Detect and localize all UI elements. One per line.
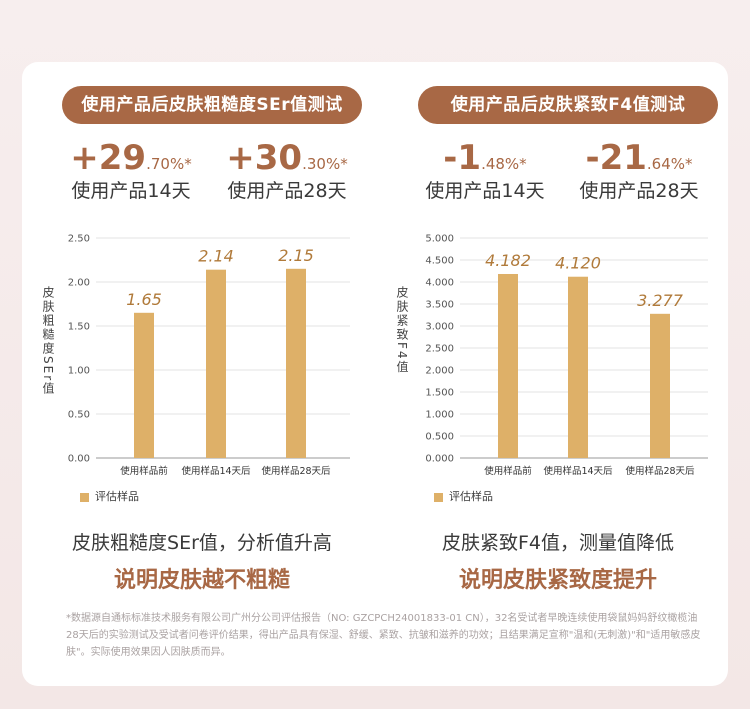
bar-value-label: 2.14: [198, 247, 234, 266]
x-tick-label: 使用样品前: [484, 465, 532, 477]
bar: [134, 312, 154, 458]
bar: [568, 276, 588, 458]
legend-swatch: [80, 492, 89, 502]
ser-title: 使用产品后皮肤粗糙度SEr值测试: [62, 86, 362, 124]
y-axis-label: 皮肤紧致F4值: [395, 286, 409, 375]
y-tick-label: 4.000: [425, 278, 454, 289]
stat-decimal: .48%*: [481, 155, 527, 173]
y-tick-label: 0.00: [68, 454, 90, 465]
x-tick-label: 使用样品28天后: [261, 465, 331, 477]
y-tick-label: 2.00: [68, 278, 90, 289]
ser-stat-28: +30.30%* 使用产品28天: [212, 138, 362, 203]
stat-decimal: .70%*: [146, 155, 192, 173]
stat-caption: 使用产品28天: [227, 180, 347, 202]
y-tick-label: 2.000: [425, 366, 454, 377]
f4-stat-14: -1.48%* 使用产品14天: [410, 138, 560, 203]
f4-emphasis: 说明皮肤紧致度提升: [458, 568, 657, 593]
y-tick-label: 1.000: [425, 410, 454, 421]
stat-decimal: .64%*: [646, 155, 693, 173]
y-tick-label: 2.500: [425, 344, 454, 355]
bar-value-label: 4.120: [555, 254, 601, 273]
x-tick-label: 使用样品14天后: [543, 465, 613, 477]
legend-label: 评估样品: [95, 490, 139, 503]
y-tick-label: 0.500: [425, 432, 454, 443]
ser-stat-14: +29.70%* 使用产品14天: [56, 138, 206, 203]
ser-bar-chart: 0.00 0.50 1.00 1.50 2.00 2.50 皮肤粗糙度SEr值 1.65 使用样…: [41, 234, 350, 477]
ser-panel: 使用产品后皮肤粗糙度SEr值测试 +29.70%* 使用产品14天 +30.30…: [32, 62, 372, 622]
footnote: *数据源自通标标准技术服务有限公司广州分公司评估报告（NO: GZCPCH240…: [66, 613, 701, 658]
f4-stat-28: -21.64%* 使用产品28天: [564, 138, 714, 203]
y-tick-label: 1.500: [425, 388, 454, 399]
f4-title: 使用产品后皮肤紧致F4值测试: [418, 86, 718, 124]
stat-main: -21: [585, 138, 647, 178]
bar-value-label: 2.15: [278, 246, 314, 265]
y-tick-label: 2.50: [68, 234, 90, 245]
f4-description: 皮肤紧致F4值，测量值降低: [441, 532, 675, 554]
y-tick-label: 1.50: [68, 322, 90, 333]
stat-decimal: .30%*: [302, 155, 348, 173]
y-axis-label: 皮肤粗糙度SEr值: [41, 286, 55, 397]
stat-caption: 使用产品14天: [425, 180, 545, 202]
legend-swatch: [434, 492, 443, 502]
y-tick-label: 4.500: [425, 256, 454, 267]
f4-bar-chart: 0.000 0.500 1.000 1.500 2.000 2.500 3.000 3.500…: [395, 234, 708, 477]
f4-panel: 使用产品后皮肤紧致F4值测试 -1.48%* 使用产品14天 -21.64%* …: [388, 62, 728, 622]
y-tick-label: 3.500: [425, 300, 454, 311]
bar-value-label: 1.65: [126, 290, 162, 309]
stat-caption: 使用产品28天: [579, 180, 699, 202]
y-tick-label: 5.000: [425, 234, 454, 245]
f4-legend: 评估样品: [434, 488, 493, 504]
y-tick-label: 0.50: [68, 410, 90, 421]
x-tick-label: 使用样品28天后: [625, 465, 695, 477]
bar-value-label: 4.182: [485, 251, 531, 270]
x-tick-label: 使用样品前: [120, 465, 168, 477]
stat-main: -1: [443, 138, 482, 178]
ser-description: 皮肤粗糙度SEr值，分析值升高: [72, 532, 332, 554]
y-tick-label: 1.00: [68, 366, 90, 377]
stat-caption: 使用产品14天: [71, 180, 191, 202]
legend-label: 评估样品: [449, 490, 493, 503]
y-tick-label: 0.000: [425, 454, 454, 465]
ser-legend: 评估样品: [80, 488, 139, 504]
x-tick-label: 使用样品14天后: [181, 465, 251, 477]
y-tick-label: 3.000: [425, 322, 454, 333]
bar: [206, 269, 226, 458]
bar-value-label: 3.277: [637, 291, 684, 310]
bar: [650, 313, 670, 458]
bar: [498, 273, 518, 458]
ser-emphasis: 说明皮肤越不粗糙: [113, 568, 290, 593]
content-card: 使用产品后皮肤粗糙度SEr值测试 +29.70%* 使用产品14天 +30.30…: [22, 62, 728, 686]
stat-main: +30: [226, 138, 303, 178]
stat-main: +29: [70, 138, 147, 178]
bar: [286, 268, 306, 458]
